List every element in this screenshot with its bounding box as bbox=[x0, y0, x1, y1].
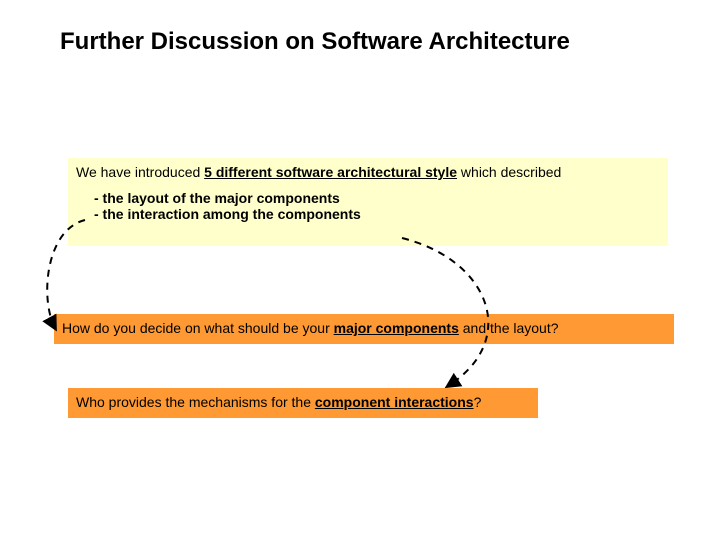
bullet-1: - the layout of the major components bbox=[94, 190, 660, 206]
q2-post: ? bbox=[474, 394, 482, 410]
q2-pre: Who provides the mechanisms for the bbox=[76, 394, 315, 410]
question-1-text: How do you decide on what should be your… bbox=[62, 320, 666, 336]
slide-title: Further Discussion on Software Architect… bbox=[60, 28, 570, 56]
arrows-overlay bbox=[0, 0, 720, 540]
slide-root: Further Discussion on Software Architect… bbox=[0, 0, 720, 540]
question-2-box: Who provides the mechanisms for the comp… bbox=[68, 388, 538, 418]
q1-pre: How do you decide on what should be your bbox=[62, 320, 334, 336]
intro-line: We have introduced 5 different software … bbox=[76, 164, 660, 180]
intro-pre: We have introduced bbox=[76, 164, 204, 180]
spacer bbox=[76, 180, 660, 190]
intro-bold: 5 different software architectural style bbox=[204, 164, 457, 180]
q1-bold: major components bbox=[334, 320, 459, 336]
q2-bold: component interactions bbox=[315, 394, 474, 410]
bullet-2: - the interaction among the components bbox=[94, 206, 660, 222]
intro-post: which described bbox=[457, 164, 561, 180]
intro-box: We have introduced 5 different software … bbox=[68, 158, 668, 246]
arrow-2 bbox=[402, 238, 488, 386]
question-1-box: How do you decide on what should be your… bbox=[54, 314, 674, 344]
q1-post: and the layout? bbox=[459, 320, 559, 336]
question-2-text: Who provides the mechanisms for the comp… bbox=[76, 394, 530, 410]
